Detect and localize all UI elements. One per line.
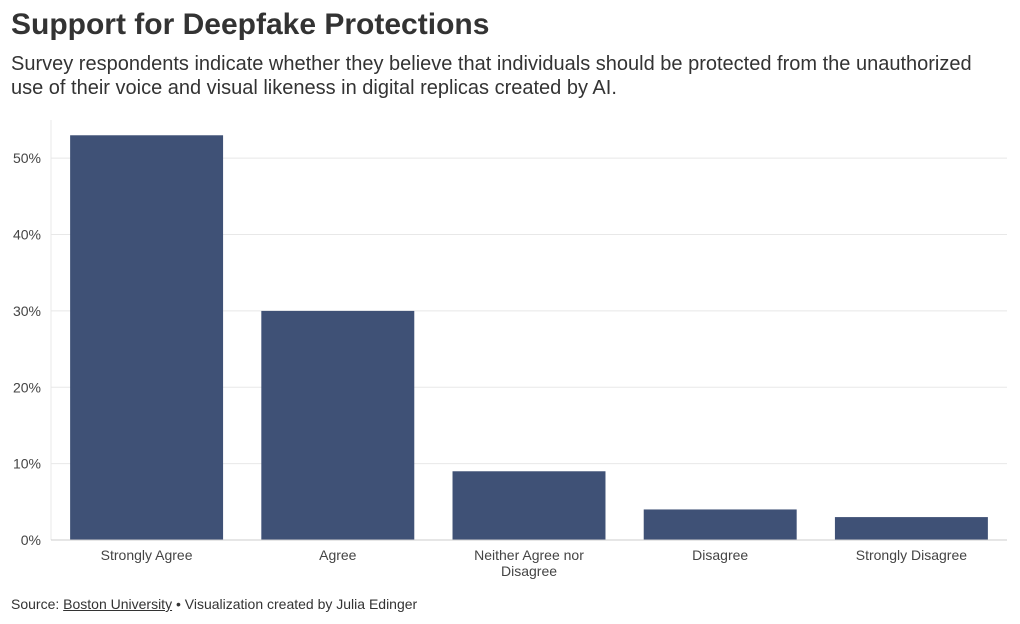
y-tick-label: 50% xyxy=(13,150,41,166)
bar-chart: 0% 10% 20% 30% 40% 50% Strongly Agree Agree Neit… xyxy=(13,120,1007,579)
footer: Source: Boston University • Visualizatio… xyxy=(11,596,417,612)
credit-text: • Visualization created by Julia Edinger xyxy=(172,596,418,612)
source-link[interactable]: Boston University xyxy=(63,596,173,612)
x-tick-label: Agree xyxy=(319,547,357,563)
y-tick-label: 20% xyxy=(13,379,41,395)
bar[interactable] xyxy=(452,471,606,540)
x-tick-label: Neither Agree nor xyxy=(474,547,584,563)
y-tick-label: 40% xyxy=(13,227,41,243)
y-tick-label: 10% xyxy=(13,456,41,472)
bar[interactable] xyxy=(643,509,797,540)
bar[interactable] xyxy=(834,517,988,540)
x-tick-label: Strongly Disagree xyxy=(856,547,967,563)
x-tick-label: Disagree xyxy=(692,547,748,563)
bar[interactable] xyxy=(261,310,415,540)
chart-subtitle: Survey respondents indicate whether they… xyxy=(11,53,972,99)
chart-title: Support for Deepfake Protections xyxy=(11,8,490,41)
x-tick-label: Disagree xyxy=(501,563,557,579)
y-tick-label: 30% xyxy=(13,303,41,319)
bar[interactable] xyxy=(70,135,224,541)
source-prefix: Source: xyxy=(11,596,64,612)
y-tick-label: 0% xyxy=(21,532,41,548)
x-tick-label: Strongly Agree xyxy=(101,547,193,563)
